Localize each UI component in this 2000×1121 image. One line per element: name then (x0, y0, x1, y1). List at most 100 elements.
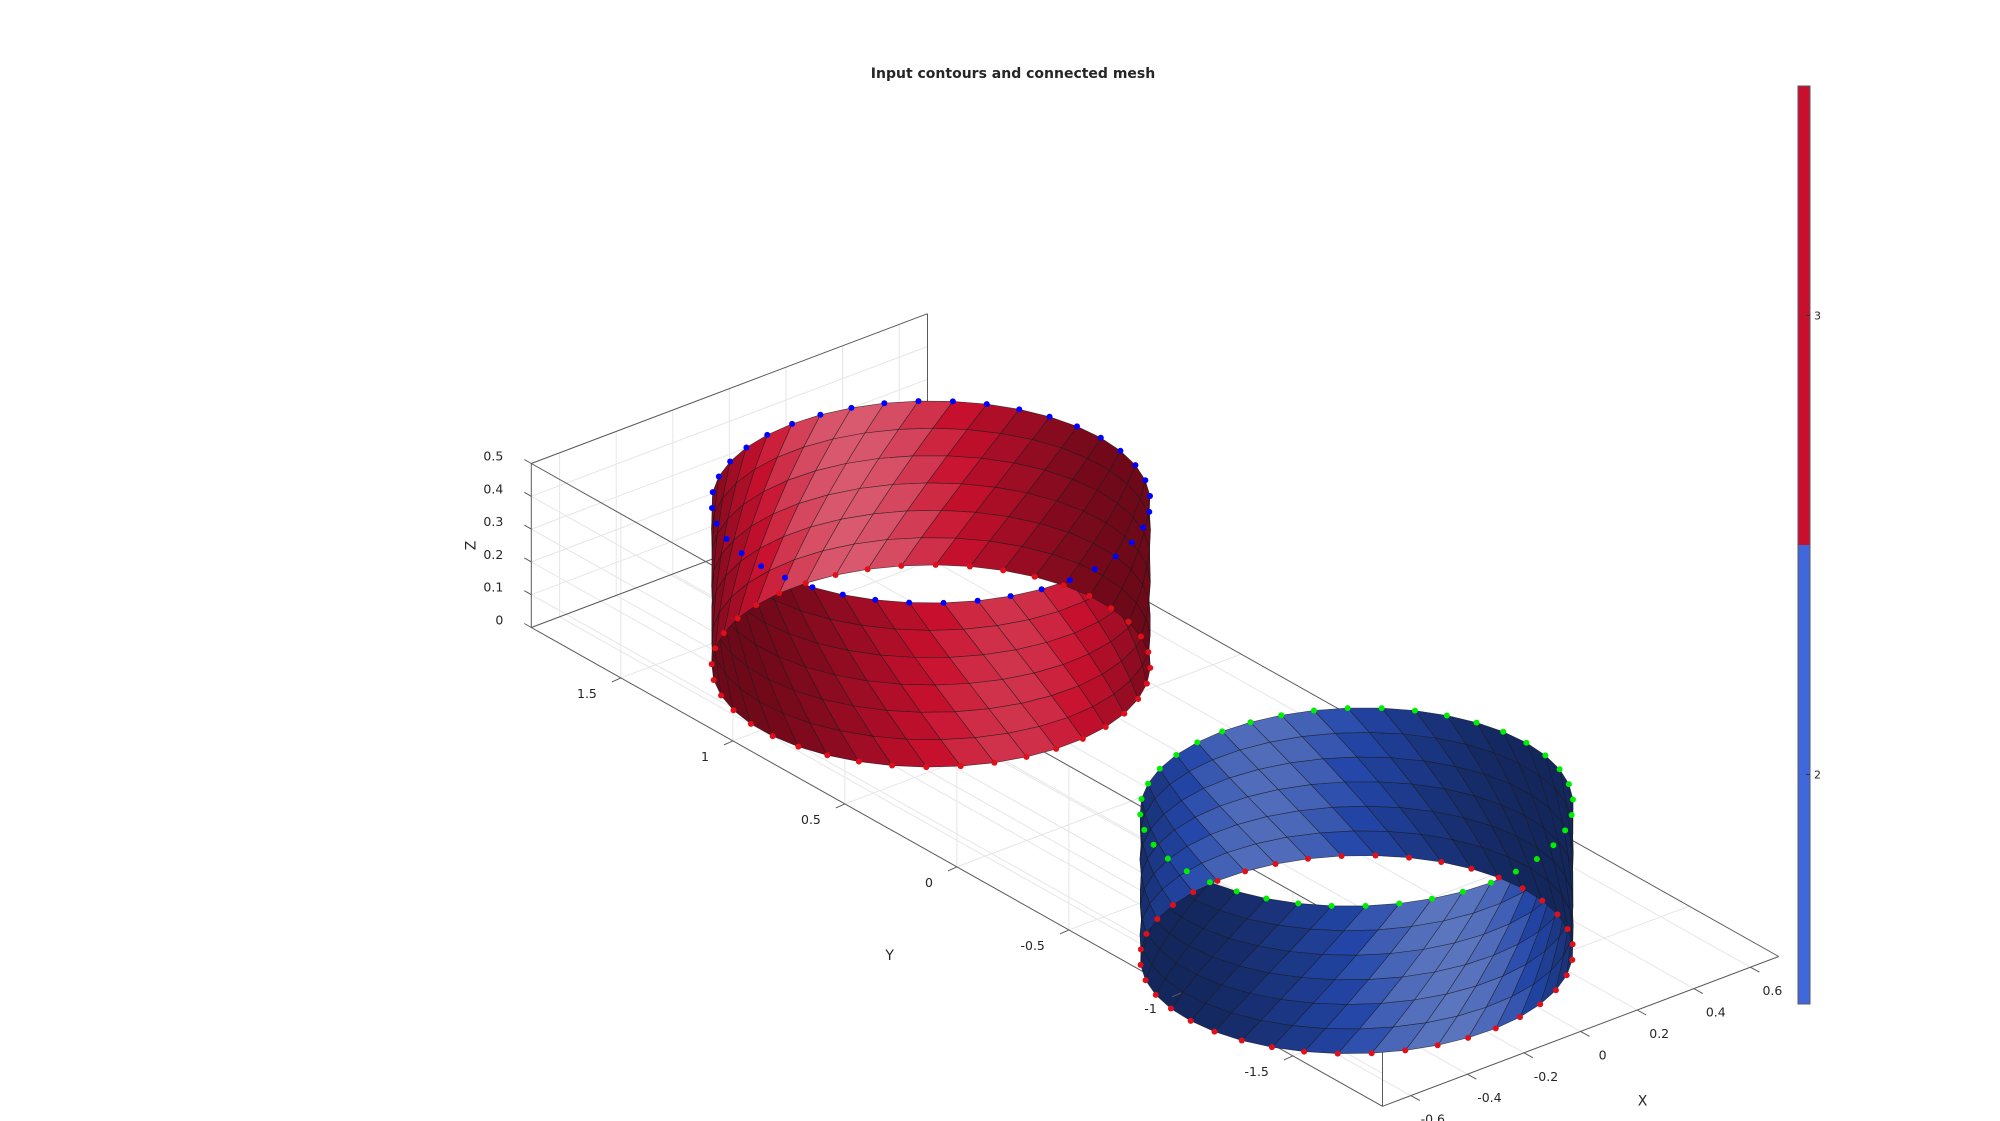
contour-marker (949, 398, 956, 405)
x-tick-label: 0.6 (1762, 983, 1782, 998)
contour-marker (1438, 859, 1445, 866)
contour-marker (1344, 705, 1351, 712)
contour-marker (1516, 1014, 1523, 1021)
contour-marker (1278, 712, 1285, 719)
contour-marker (881, 400, 888, 407)
contour-marker (1533, 856, 1540, 863)
contour-marker (940, 599, 947, 606)
contour-marker (1060, 582, 1067, 589)
contour-marker (1145, 780, 1152, 787)
y-tick-label: -1.5 (1245, 1064, 1269, 1079)
contour-marker (747, 720, 754, 727)
contour-marker (782, 574, 789, 581)
contour-marker (1086, 592, 1093, 599)
z-tick (524, 590, 532, 596)
contour-marker (1117, 447, 1124, 454)
y-tick-label: -1 (1144, 1001, 1156, 1016)
contour-marker (855, 758, 862, 765)
y-tick (1283, 1055, 1294, 1061)
contour-marker (1169, 901, 1176, 908)
mesh-face (737, 569, 770, 620)
contour-marker (889, 762, 896, 769)
contour-marker (1138, 795, 1145, 802)
contour-marker (1073, 423, 1080, 430)
contour-marker (1328, 902, 1335, 909)
contour-marker (1565, 781, 1572, 788)
contour-marker (758, 563, 765, 570)
x-tick (1467, 1073, 1477, 1080)
y-tick (1171, 992, 1182, 998)
contour-marker (983, 401, 990, 408)
contour-marker (1140, 524, 1147, 531)
contour-marker (753, 602, 760, 609)
contour-marker (1488, 879, 1494, 886)
contour-marker (1550, 842, 1557, 849)
y-tick (835, 803, 846, 809)
contour-marker (1211, 1028, 1218, 1035)
contour-marker (734, 615, 741, 622)
contour-marker (1519, 885, 1526, 892)
contour-marker (1301, 1048, 1308, 1055)
contour-marker (802, 580, 809, 587)
contour-marker (864, 566, 871, 573)
contour-marker (1473, 719, 1480, 726)
contour-marker (1194, 739, 1201, 746)
contour-marker (957, 763, 964, 770)
contour-marker (738, 550, 745, 557)
x-tick (1750, 966, 1760, 973)
contour-marker (1143, 680, 1150, 687)
y-tick (723, 740, 734, 746)
contour-marker (1146, 508, 1153, 515)
y-tick (1059, 929, 1070, 935)
contour-marker (923, 764, 930, 771)
y-tick (611, 677, 622, 683)
contour-marker (1569, 941, 1576, 948)
contour-marker (1132, 462, 1139, 469)
contour-marker (1272, 860, 1279, 867)
contour-marker (1137, 961, 1144, 968)
contour-marker (1143, 930, 1150, 937)
z-tick-label: 0.4 (483, 481, 503, 496)
contour-marker (1150, 841, 1157, 848)
contour-marker (848, 404, 855, 411)
contour-marker (1247, 719, 1254, 726)
contour-marker (1562, 827, 1569, 834)
colorbar-segment (1798, 545, 1810, 1004)
contour-marker (906, 599, 913, 606)
x-tick-label: -0.4 (1477, 1090, 1501, 1105)
z-tick (524, 524, 532, 530)
y-axis-label: Y (884, 948, 894, 964)
contour-marker (1372, 852, 1379, 859)
z-axis-label: Z (463, 541, 479, 551)
contour-marker (1142, 977, 1149, 984)
contour-marker (1079, 735, 1086, 742)
contour-marker (1569, 956, 1576, 963)
y-tick-label: -0.5 (1021, 938, 1045, 953)
contour-marker (1091, 566, 1098, 573)
contour-marker (723, 535, 730, 542)
contour-marker (1183, 868, 1190, 875)
colorbar-tick-label: 2 (1814, 769, 1821, 782)
tick-labels: -0.6 -0.4 -0.2 0 0.2 0.4 0.6 -1.5 -1 -0.5 0 0.5 1 1.5… (483, 449, 1782, 1121)
contour-marker (1539, 897, 1546, 904)
contour-marker (832, 572, 839, 579)
contour-marker (717, 692, 724, 699)
contour-marker (1007, 593, 1014, 600)
x-tick (1410, 1095, 1421, 1102)
contour-marker (1396, 900, 1403, 907)
contour-marker (1238, 1037, 1245, 1044)
contour-marker (1038, 586, 1045, 593)
z-tick-label: 0.3 (483, 514, 503, 529)
contour-marker (1164, 855, 1171, 862)
contour-marker (776, 590, 783, 597)
contour-marker (727, 458, 734, 465)
axis-edge (531, 313, 928, 464)
contour-marker (743, 444, 750, 451)
gridlines (530, 313, 1751, 1107)
contour-marker (817, 411, 824, 418)
contour-marker (1233, 888, 1240, 895)
y-tick (947, 866, 958, 872)
contour-marker (1137, 946, 1144, 953)
contour-marker (789, 420, 796, 427)
